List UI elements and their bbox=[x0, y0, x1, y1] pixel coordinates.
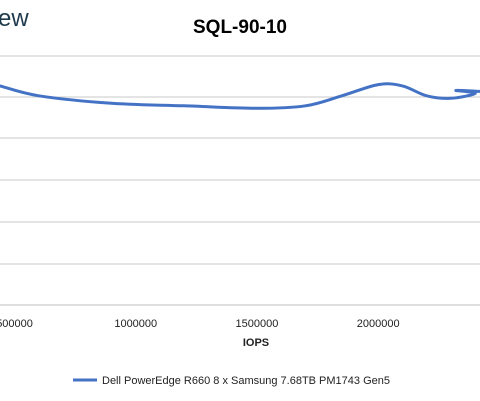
gridlines bbox=[0, 55, 480, 306]
x-tick-label-0: 500000 bbox=[0, 318, 33, 330]
legend: Dell PowerEdge R660 8 x Samsung 7.68TB P… bbox=[73, 375, 390, 387]
x-tick-label-3: 2000000 bbox=[357, 318, 400, 330]
x-axis-label: IOPS bbox=[243, 337, 269, 349]
brand-logo-text: ew bbox=[0, 5, 29, 32]
series-layer bbox=[0, 82, 480, 110]
series-line-0 bbox=[0, 82, 480, 110]
legend-label: Dell PowerEdge R660 8 x Samsung 7.68TB P… bbox=[102, 375, 390, 387]
chart-title: SQL-90-10 bbox=[193, 17, 287, 38]
x-axis-ticks: 500000 1000000 1500000 2000000 bbox=[0, 318, 400, 330]
x-tick-label-2: 1500000 bbox=[236, 318, 279, 330]
x-tick-label-1: 1000000 bbox=[114, 318, 157, 330]
